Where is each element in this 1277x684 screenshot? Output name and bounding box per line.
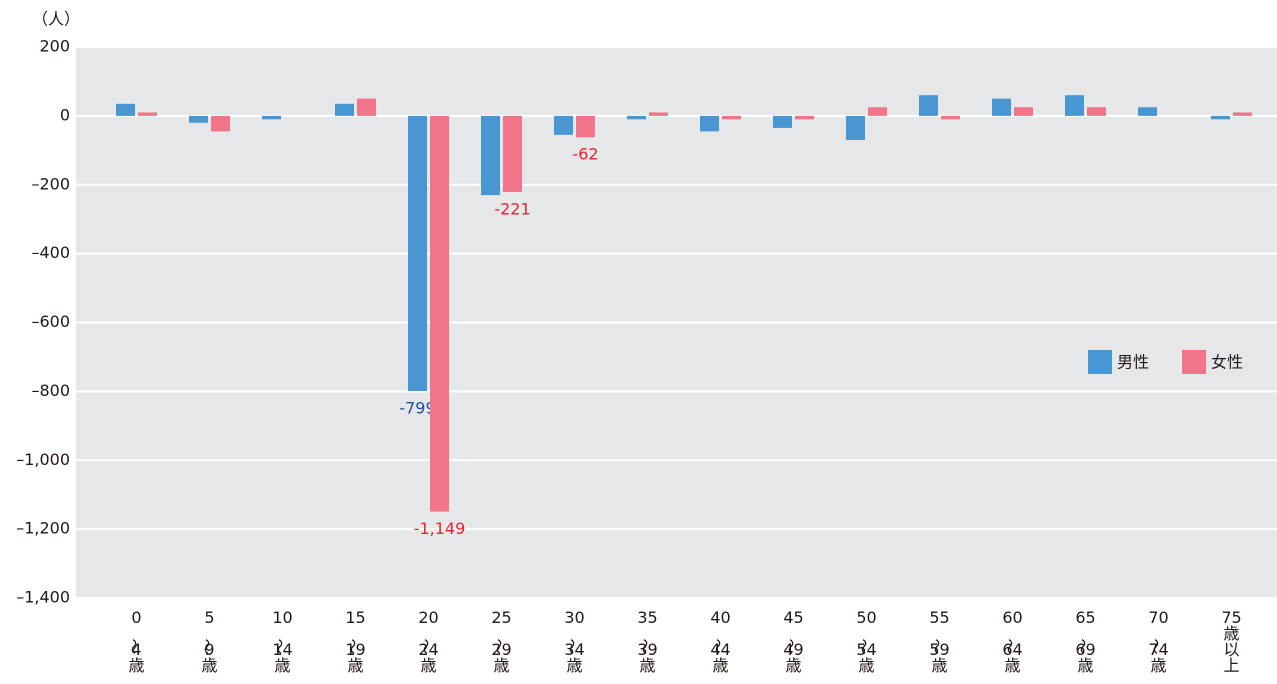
x-tick-label: 15 〜19 歳 [343, 608, 365, 675]
x-tick-label: 30 〜34 歳 [562, 608, 584, 675]
legend-label: 男性 [1117, 353, 1149, 372]
legend-swatch [1088, 350, 1112, 374]
x-tick-label: 50 〜54 歳 [854, 608, 876, 675]
bar [481, 115, 500, 196]
x-tick-label: 55 〜59 歳 [927, 608, 949, 675]
bar [627, 115, 646, 120]
y-tick-label: –200 [31, 174, 70, 193]
x-tick-label: 45 〜49 歳 [781, 608, 803, 675]
x-tick-label: 10 〜14 歳 [270, 608, 292, 675]
y-tick-label: –800 [31, 381, 70, 400]
bar [430, 115, 449, 512]
value-label: -1,149 [414, 519, 466, 538]
bar [846, 115, 865, 140]
value-label: -221 [494, 199, 530, 218]
bar [1014, 107, 1033, 116]
y-tick-label: –1,000 [16, 450, 70, 469]
value-label: -62 [572, 145, 598, 164]
bar [335, 103, 354, 116]
bar [1138, 107, 1157, 116]
bar [116, 103, 135, 116]
bar [357, 98, 376, 116]
x-tick-label: 20 〜24 歳 [416, 608, 438, 675]
y-unit: （人） [32, 10, 80, 29]
y-tick-label: –400 [31, 243, 70, 262]
bar [919, 95, 938, 116]
bar [773, 115, 792, 128]
bar [1087, 107, 1106, 116]
bar [138, 112, 157, 116]
bar [868, 107, 887, 116]
bar [408, 115, 427, 392]
bar [1211, 115, 1230, 120]
bar [576, 115, 595, 138]
x-tick-label: 65 〜69 歳 [1073, 608, 1095, 675]
bar [189, 115, 208, 123]
x-tick-label: 35 〜39 歳 [635, 608, 657, 675]
bar [262, 115, 281, 120]
bar [1233, 112, 1252, 116]
x-tick-label: 0 〜4 歳 [124, 608, 144, 675]
bar [722, 115, 741, 120]
bar [211, 115, 230, 132]
y-tick-label: –600 [31, 312, 70, 331]
y-tick-label: 0 [60, 105, 70, 124]
legend-label: 女性 [1211, 353, 1243, 372]
x-tick-label: 5 〜9 歳 [197, 608, 217, 675]
x-tick-label: 25 〜29 歳 [489, 608, 511, 675]
bar [503, 115, 522, 192]
y-tick-label: –1,200 [16, 519, 70, 538]
x-tick-label: 75 歳以上 [1221, 608, 1241, 675]
y-tick-label: –1,400 [16, 588, 70, 607]
bar [795, 115, 814, 120]
bar [649, 112, 668, 116]
x-tick-label: 40 〜44 歳 [708, 608, 730, 675]
bar [992, 98, 1011, 116]
y-tick-label: 200 [39, 37, 70, 56]
x-tick-label: 70 〜74 歳 [1146, 608, 1168, 675]
bar [554, 115, 573, 135]
bar [1065, 95, 1084, 116]
bar [700, 115, 719, 132]
bar [941, 115, 960, 120]
legend-swatch [1182, 350, 1206, 374]
value-label: -799 [399, 399, 435, 418]
x-tick-label: 60 〜64 歳 [1000, 608, 1022, 675]
